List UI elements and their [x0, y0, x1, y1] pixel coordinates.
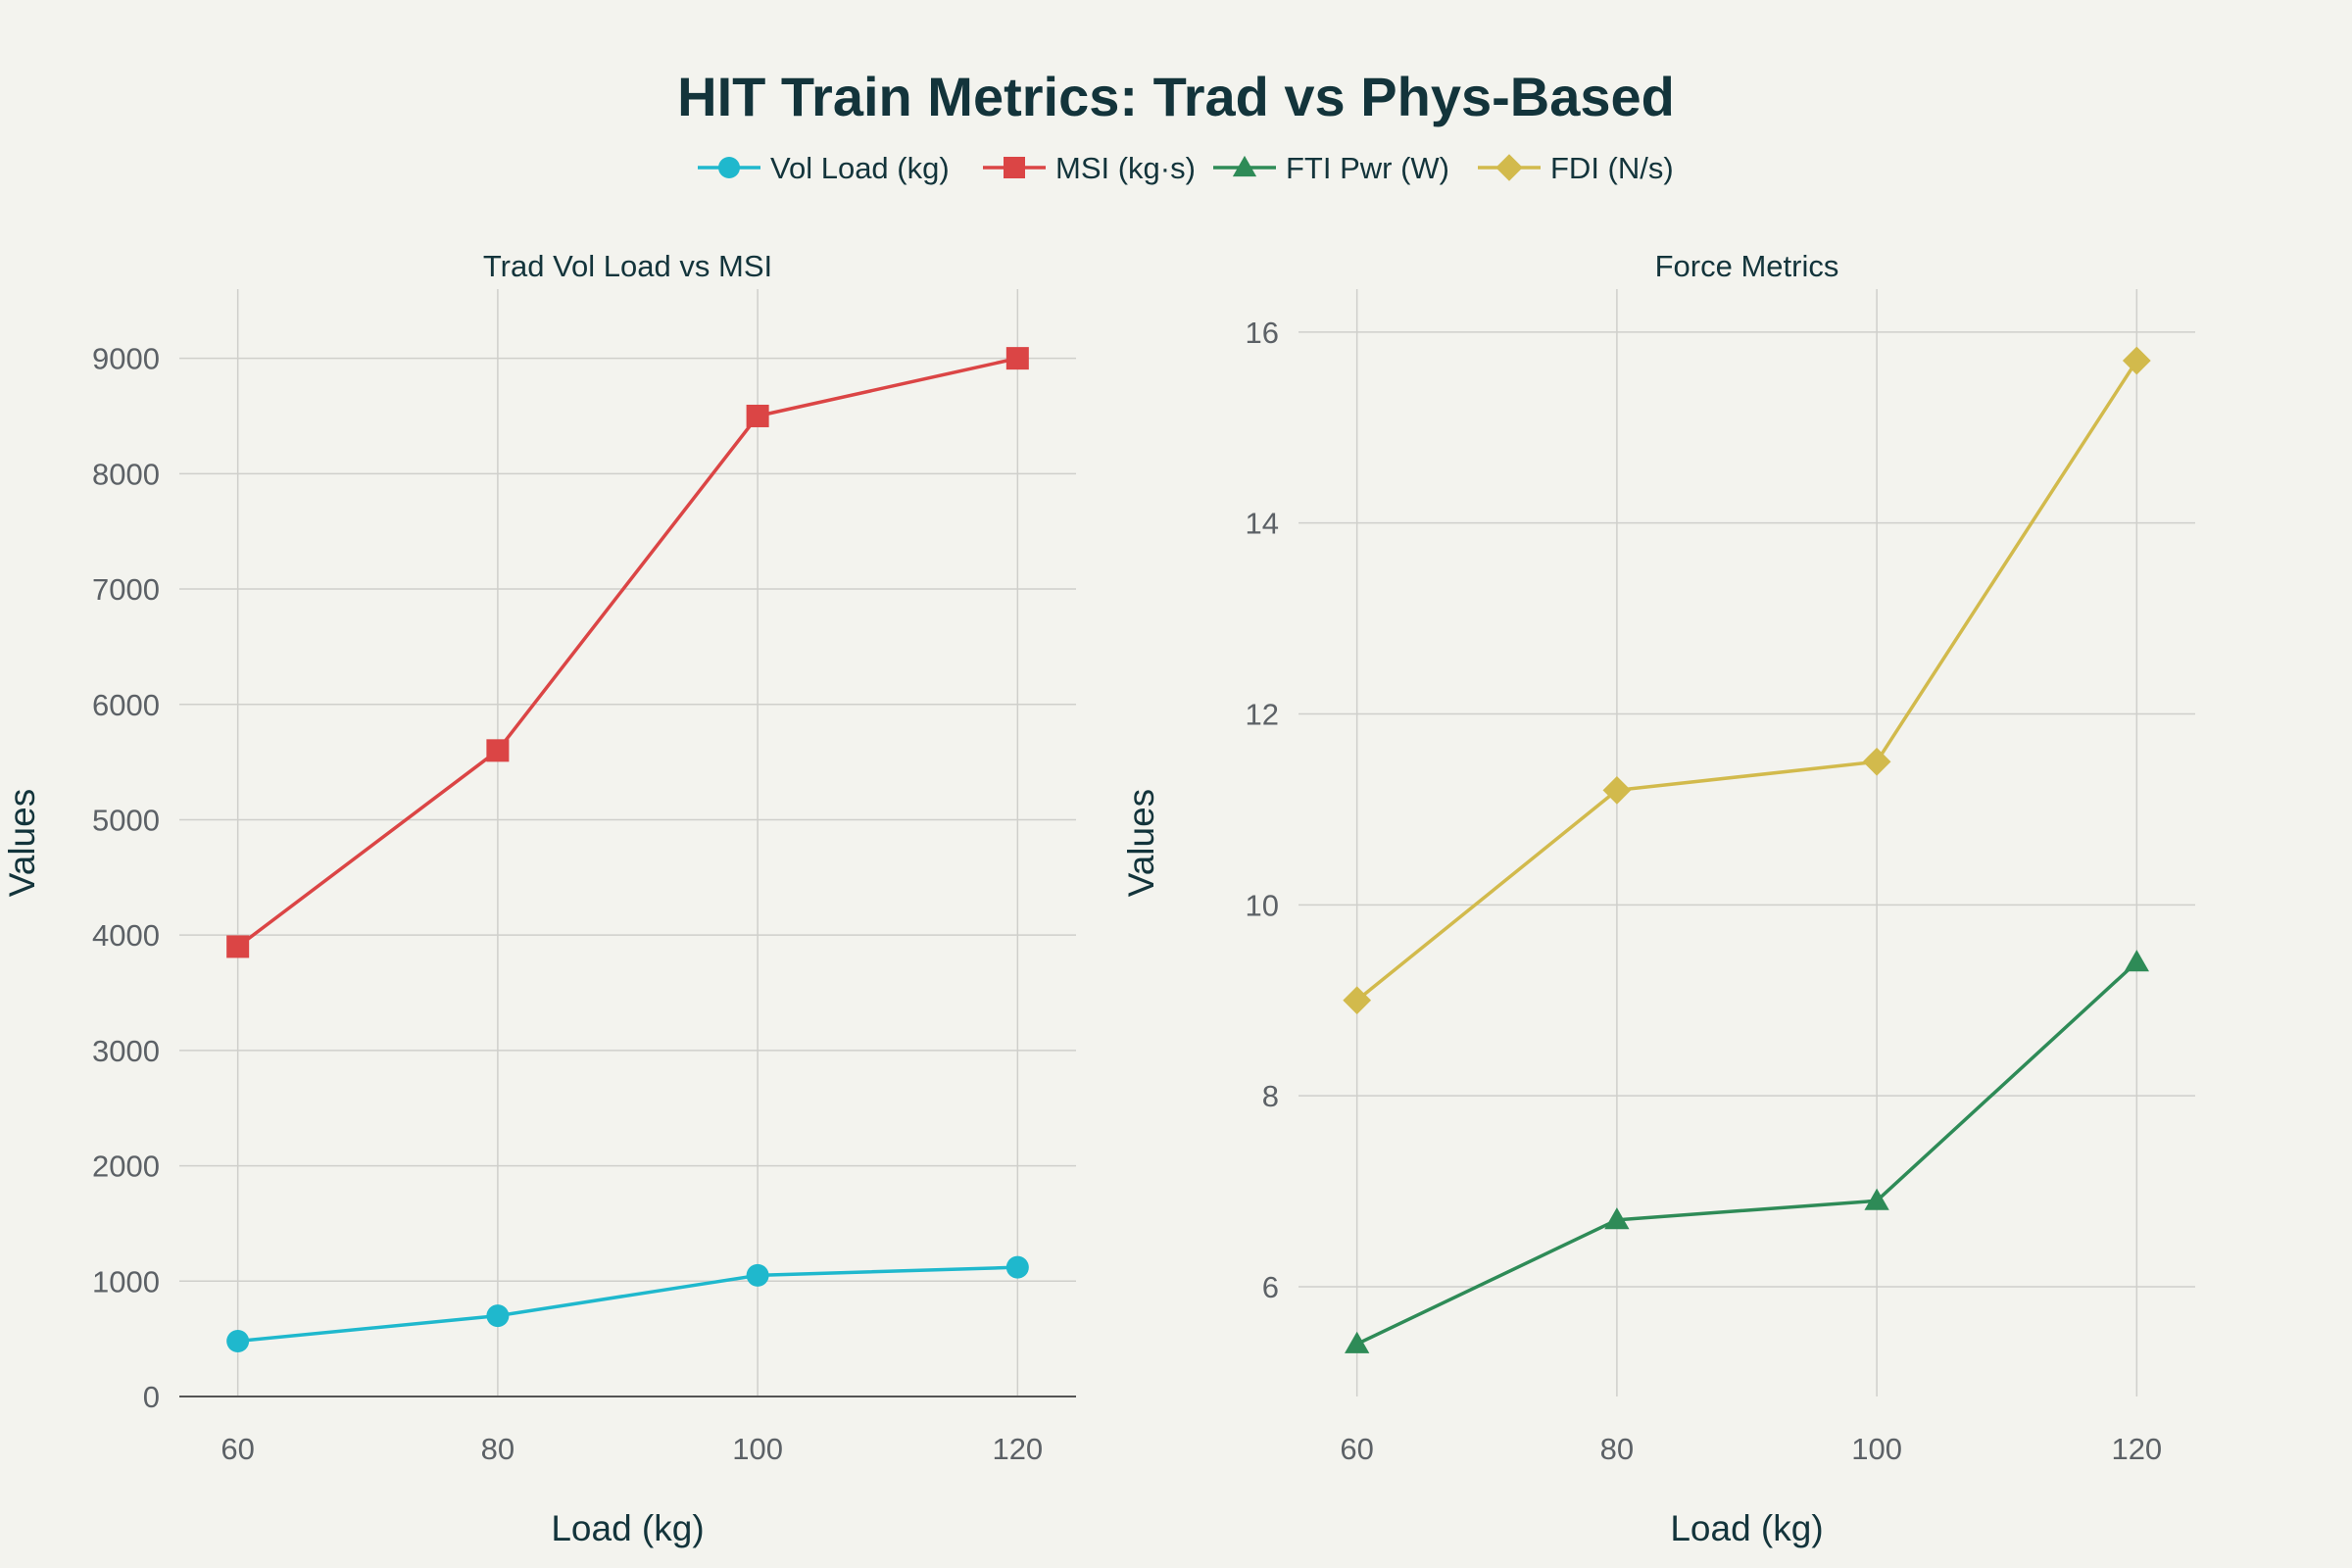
y-tick-label: 8 — [1262, 1079, 1279, 1113]
subplot-title: Trad Vol Load vs MSI — [483, 249, 772, 283]
series — [226, 347, 1029, 958]
x-tick-label: 120 — [2111, 1432, 2162, 1466]
data-point — [2122, 346, 2151, 375]
legend-label: MSI (kg·s) — [1055, 151, 1196, 185]
x-tick-label: 60 — [220, 1432, 254, 1466]
subplots: Trad Vol Load vs MSI 60 80 100 120 0 1000 2000 3… — [2, 249, 2195, 1548]
y-tick-label: 0 — [143, 1380, 160, 1414]
y-tick-label: 6 — [1262, 1270, 1279, 1304]
data-point — [1005, 1255, 1029, 1279]
series — [1345, 950, 2149, 1353]
legend-marker-diamond — [1495, 154, 1523, 181]
y-tick-label: 8000 — [92, 457, 160, 491]
data-point — [1604, 1207, 1630, 1230]
data-point — [1862, 747, 1891, 776]
chart-title: HIT Train Metrics: Trad vs Phys-Based — [677, 66, 1675, 127]
legend-item: FDI (N/s) — [1478, 151, 1674, 185]
y-tick-label: 7000 — [92, 572, 160, 607]
data-point — [1602, 776, 1632, 805]
data-point — [1005, 347, 1029, 370]
x-axis-title: Load (kg) — [551, 1508, 704, 1548]
subplot-title: Force Metrics — [1655, 249, 1839, 283]
data-point — [226, 1330, 250, 1352]
data-point — [486, 739, 510, 762]
subplot-1: Trad Vol Load vs MSI 60 80 100 120 0 1000 2000 3… — [2, 249, 1076, 1548]
legend-marker-triangle — [1232, 155, 1257, 177]
legend-marker-circle — [718, 157, 740, 178]
y-tick-label: 9000 — [92, 342, 160, 376]
legend-label: FTI Pwr (W) — [1286, 151, 1449, 185]
series-line — [1355, 360, 2138, 1003]
legend-item: FTI Pwr (W) — [1213, 151, 1449, 185]
legend-label: Vol Load (kg) — [770, 151, 950, 185]
legend-item: Vol Load (kg) — [698, 151, 950, 185]
x-tick-label: 80 — [1600, 1432, 1634, 1466]
legend-marker-square — [1004, 157, 1025, 178]
data-point — [1864, 1188, 1889, 1210]
data-point — [746, 404, 769, 427]
data-point — [226, 935, 250, 958]
series-line — [1355, 960, 2138, 1347]
legend-label: FDI (N/s) — [1550, 151, 1674, 185]
series-line — [236, 356, 1018, 949]
y-tick-label: 12 — [1246, 697, 1279, 731]
data-point — [746, 1263, 769, 1287]
y-tick-label: 14 — [1246, 507, 1279, 541]
subplot-2: Force Metrics 60 80 100 120 6 8 10 12 14 16 Load (k… — [1121, 249, 2195, 1548]
y-tick-label: 3000 — [92, 1034, 160, 1068]
y-tick-label: 5000 — [92, 803, 160, 837]
y-tick-label: 1000 — [92, 1264, 160, 1298]
series — [226, 1255, 1029, 1352]
x-tick-label: 80 — [481, 1432, 514, 1466]
y-tick-label: 4000 — [92, 918, 160, 953]
x-tick-label: 120 — [992, 1432, 1043, 1466]
data-point — [486, 1304, 510, 1328]
y-tick-label: 6000 — [92, 688, 160, 722]
x-tick-label: 100 — [732, 1432, 783, 1466]
gridlines — [179, 289, 1076, 1397]
data-point — [1345, 1331, 1370, 1353]
y-tick-label: 2000 — [92, 1150, 160, 1184]
y-tick-label: 16 — [1246, 316, 1279, 350]
gridlines — [1298, 289, 2195, 1396]
legend: Vol Load (kg) MSI (kg·s) FTI Pwr (W) FDI (N… — [698, 151, 1674, 185]
data-point — [2124, 950, 2149, 972]
x-tick-label: 60 — [1340, 1432, 1373, 1466]
data-point — [1343, 986, 1372, 1015]
y-axis-title: Values — [2, 789, 42, 897]
legend-item: MSI (kg·s) — [983, 151, 1196, 185]
x-tick-label: 100 — [1851, 1432, 1902, 1466]
series-line — [237, 1265, 1018, 1344]
x-axis-title: Load (kg) — [1670, 1508, 1823, 1548]
y-axis-title: Values — [1121, 789, 1161, 897]
series — [1343, 346, 2151, 1015]
y-tick-label: 10 — [1246, 888, 1279, 922]
